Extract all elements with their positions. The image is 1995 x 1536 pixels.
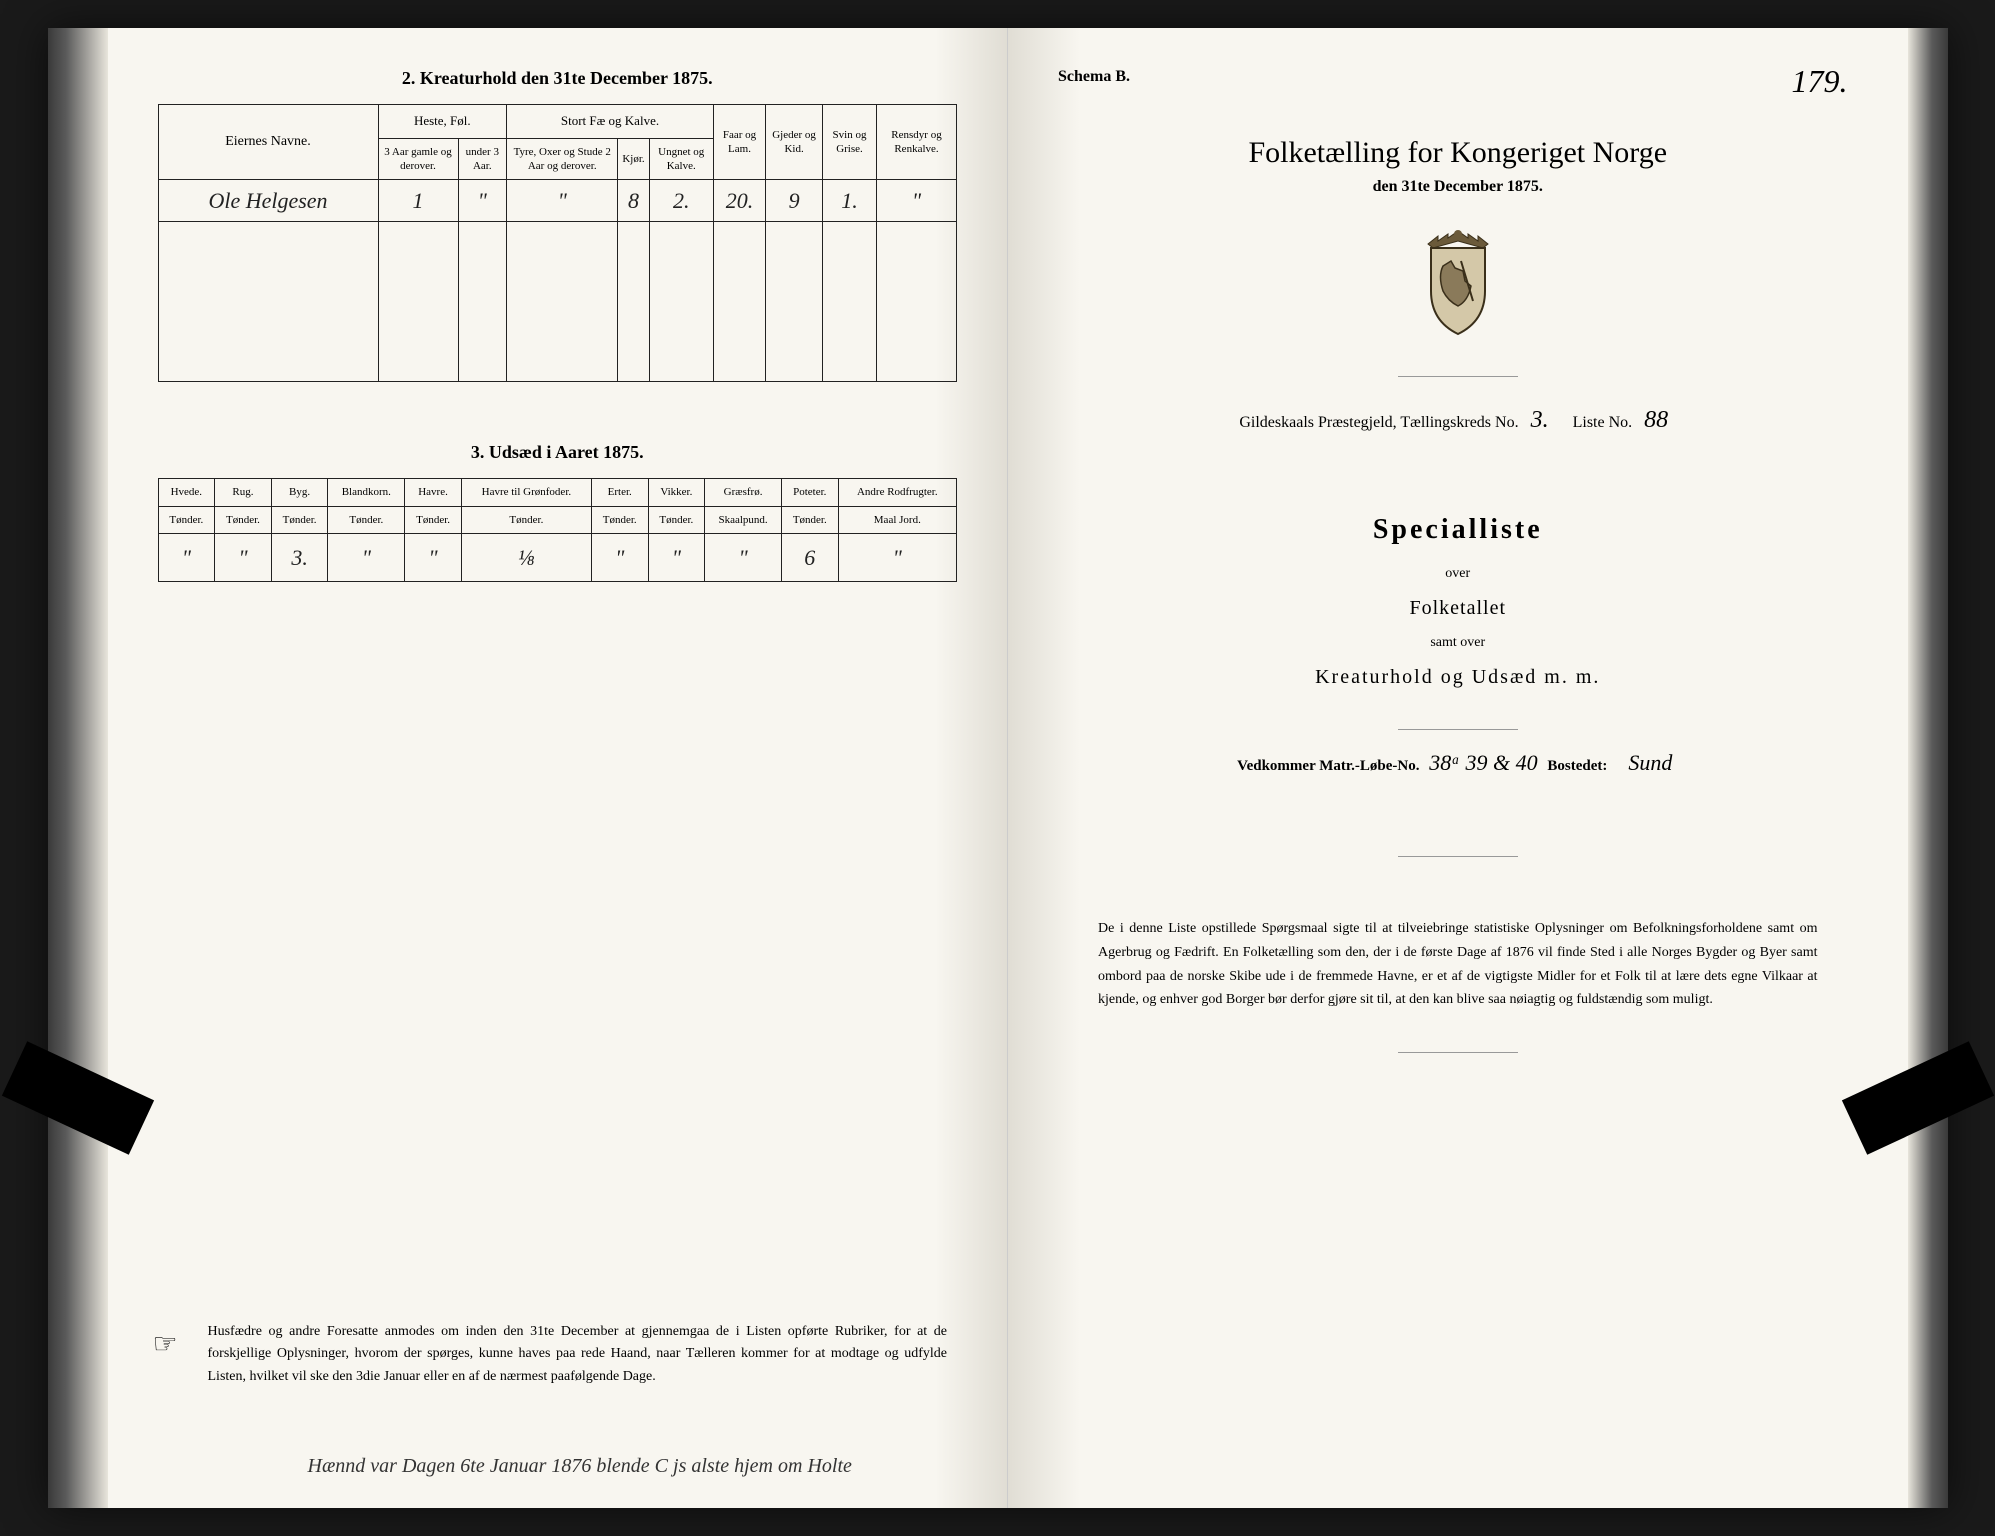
over-text: over	[1058, 566, 1858, 582]
pointing-hand-icon: ☞	[153, 1323, 178, 1368]
th-havre-til: Havre til Grønfoder.	[461, 479, 591, 506]
main-title: Folketælling for Kongeriget Norge	[1058, 136, 1858, 170]
book-spread: 2. Kreaturhold den 31te December 1875. E…	[48, 28, 1948, 1508]
cell-heste1: 1	[378, 180, 458, 222]
cell-stort3: 2.	[649, 180, 713, 222]
schema-label: Schema B.	[1058, 68, 1858, 86]
cell: "	[405, 534, 462, 582]
th-byg: Byg.	[271, 479, 328, 506]
th-rug: Rug.	[215, 479, 272, 506]
th-heste-sub2: under 3 Aar.	[458, 138, 507, 180]
district-no: 3.	[1523, 407, 1557, 433]
seed-table: Hvede. Rug. Byg. Blandkorn. Havre. Havre…	[158, 478, 958, 582]
vedkommer-line: Vedkommer Matr.-Løbe-No. 38ᵃ 39 & 40 Bos…	[1058, 750, 1858, 776]
specialliste-title: Specialliste	[1058, 514, 1858, 546]
cell-heste2: "	[458, 180, 507, 222]
unit: Tønder.	[648, 506, 705, 533]
th-stort-sub3: Ungnet og Kalve.	[649, 138, 713, 180]
matr-no: 38ᵃ 39 & 40	[1423, 750, 1543, 775]
page-number: 179.	[1792, 63, 1848, 100]
cell-gjeder: 9	[766, 180, 823, 222]
vedkommer-prefix: Vedkommer Matr.-Løbe-No.	[1237, 758, 1419, 774]
unit: Tønder.	[405, 506, 462, 533]
th-eier: Eiernes Navne.	[158, 105, 378, 180]
divider	[1398, 729, 1518, 730]
cell-stort1: "	[507, 180, 618, 222]
cell: 6	[781, 534, 838, 582]
cell-rensdyr: "	[876, 180, 956, 222]
liste-no: 88	[1636, 407, 1676, 433]
th-rensdyr: Rensdyr og Renkalve.	[876, 105, 956, 180]
cell: "	[215, 534, 272, 582]
section2-title: 2. Kreaturhold den 31te December 1875.	[158, 68, 958, 89]
th-heste: Heste, Føl.	[378, 105, 507, 139]
folketallet: Folketallet	[1058, 597, 1858, 620]
empty-row	[158, 222, 957, 382]
table-row: Ole Helgesen 1 " " 8 2. 20. 9 1. "	[158, 180, 957, 222]
cell: "	[705, 534, 782, 582]
bostedet-label: Bostedet:	[1547, 758, 1607, 774]
th-heste-sub1: 3 Aar gamle og derover.	[378, 138, 458, 180]
th-faar: Faar og Lam.	[713, 105, 765, 180]
th-stort-sub1: Tyre, Oxer og Stude 2 Aar og derover.	[507, 138, 618, 180]
th-stort: Stort Fæ og Kalve.	[507, 105, 714, 139]
liste-label: Liste No.	[1573, 414, 1633, 431]
livestock-table: Eiernes Navne. Heste, Føl. Stort Fæ og K…	[158, 104, 958, 382]
right-page: Schema B. 179. Folketælling for Kongerig…	[1008, 28, 1908, 1508]
divider	[1398, 856, 1518, 857]
th-svin: Svin og Grise.	[823, 105, 877, 180]
footer-text: Husfædre og andre Foresatte anmodes om i…	[208, 1324, 948, 1384]
th-stort-sub2: Kjør.	[618, 138, 649, 180]
subtitle: den 31te December 1875.	[1058, 178, 1858, 196]
book-spine-right	[1908, 28, 1948, 1508]
samt-over: samt over	[1058, 635, 1858, 651]
cell: "	[591, 534, 648, 582]
cell: "	[328, 534, 405, 582]
book-spine-left	[48, 28, 108, 1508]
unit: Tønder.	[591, 506, 648, 533]
th-poteter: Poteter.	[781, 479, 838, 506]
section3-title: 3. Udsæd i Aaret 1875.	[158, 442, 958, 463]
district-prefix: Gildeskaals Præstegjeld, Tællingskreds N…	[1239, 414, 1518, 431]
cell-stort2: 8	[618, 180, 649, 222]
coat-of-arms-icon	[1058, 226, 1858, 336]
footer-note: ☞ Husfædre og andre Foresatte anmodes om…	[208, 1321, 948, 1388]
cell-name: Ole Helgesen	[158, 180, 378, 222]
bostedet: Sund	[1622, 750, 1678, 775]
table-row: " " 3. " " ⅛ " " " 6 "	[158, 534, 957, 582]
unit-maal: Maal Jord.	[838, 506, 956, 533]
unit: Tønder.	[781, 506, 838, 533]
cell: "	[158, 534, 215, 582]
th-hvede: Hvede.	[158, 479, 215, 506]
district-line: Gildeskaals Præstegjeld, Tællingskreds N…	[1058, 407, 1858, 434]
divider	[1398, 1052, 1518, 1053]
unit: Tønder.	[158, 506, 215, 533]
cell: "	[648, 534, 705, 582]
cell-svin: 1.	[823, 180, 877, 222]
unit: Tønder.	[271, 506, 328, 533]
cell: 3.	[271, 534, 328, 582]
unit: Tønder.	[328, 506, 405, 533]
cell: "	[838, 534, 956, 582]
unit-skaal: Skaalpund.	[705, 506, 782, 533]
unit: Tønder.	[215, 506, 272, 533]
th-graesfro: Græsfrø.	[705, 479, 782, 506]
cell-faar: 20.	[713, 180, 765, 222]
kreaturhold-line: Kreaturhold og Udsæd m. m.	[1058, 666, 1858, 689]
th-blandkorn: Blandkorn.	[328, 479, 405, 506]
th-gjeder: Gjeder og Kid.	[766, 105, 823, 180]
th-erter: Erter.	[591, 479, 648, 506]
bottom-handwriting: Hænnd var Dagen 6te Januar 1876 blende C…	[308, 1455, 852, 1478]
left-page: 2. Kreaturhold den 31te December 1875. E…	[108, 28, 1009, 1508]
th-havre: Havre.	[405, 479, 462, 506]
right-footer: De i denne Liste opstillede Spørgsmaal s…	[1058, 917, 1858, 1012]
divider	[1398, 376, 1518, 377]
unit: Tønder.	[461, 506, 591, 533]
cell: ⅛	[461, 534, 591, 582]
th-andre: Andre Rodfrugter.	[838, 479, 956, 506]
th-vikker: Vikker.	[648, 479, 705, 506]
